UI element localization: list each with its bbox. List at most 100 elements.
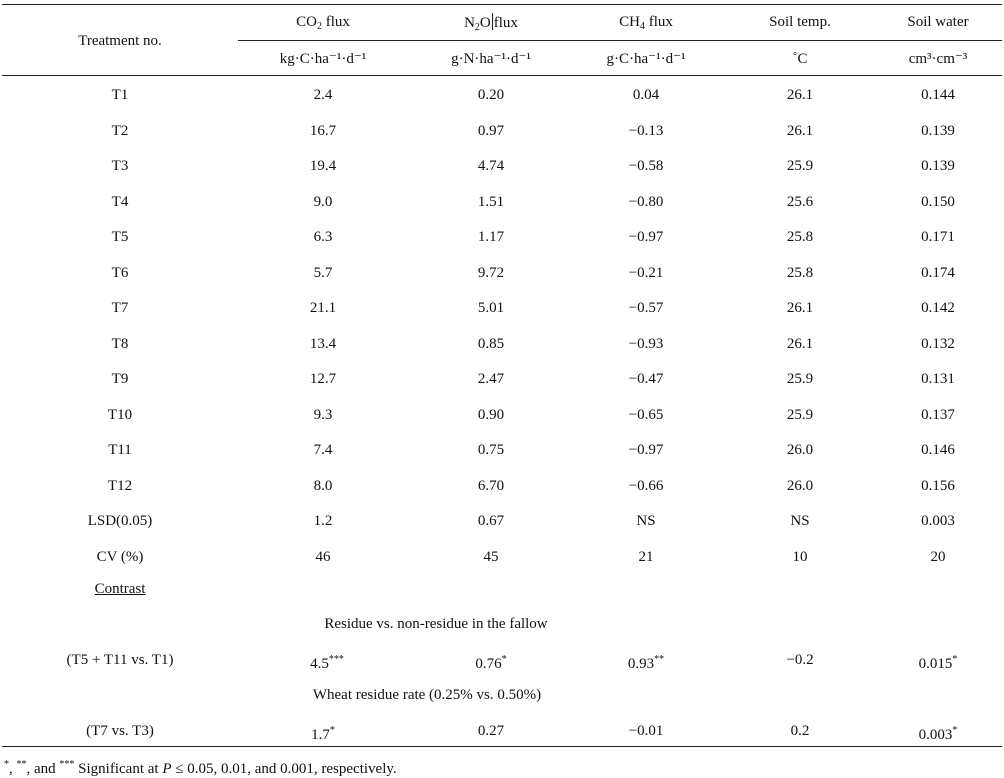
cell-soil-water: 0.137 <box>921 406 955 423</box>
header-soil-temp: Soil temp. <box>769 14 831 30</box>
cell-soil-water: 0.131 <box>921 371 955 387</box>
cell-co2-flux: 7.4 <box>313 442 333 458</box>
cell-ch4-flux: −0.93 <box>628 335 664 352</box>
cell-treatment: T12 <box>107 477 133 494</box>
cell-soil-water: 0.142 <box>921 300 955 316</box>
cell-treatment: T9 <box>111 371 129 387</box>
cell-co2-flux: 21.1 <box>309 300 337 316</box>
header-ch4-unit: g·C·ha⁻¹·d⁻¹ <box>606 51 686 67</box>
cell-co2-flux: 19.4 <box>309 158 337 174</box>
cell-n2o-flux: 4.74 <box>477 158 505 174</box>
cell-soil-water: 0.150 <box>921 193 955 210</box>
cell-treatment: T2 <box>111 122 129 139</box>
cell-soil-temp: 26.1 <box>786 335 814 352</box>
header-soil-temp-unit: ˚C <box>792 51 808 67</box>
cell-soil-water: 0.139 <box>921 122 955 139</box>
header-soil-water-unit: cm³·cm⁻³ <box>908 51 968 67</box>
contrast2-n2o: 0.27 <box>477 723 505 739</box>
cell-co2-flux: 1.2 <box>313 513 333 529</box>
contrast1-title: Residue vs. non-residue in the fallow <box>324 616 548 632</box>
cell-co2-flux: 6.3 <box>313 229 333 245</box>
cell-ch4-flux: NS <box>636 513 656 529</box>
table-footnote: *, **, and *** Significant at P ≤ 0.05, … <box>4 759 397 777</box>
cell-soil-temp: 25.8 <box>786 264 814 281</box>
contrast-label: Contrast <box>94 581 146 597</box>
cell-ch4-flux: −0.47 <box>628 371 664 387</box>
contrast1-label: (T5 + T11 vs. T1) <box>66 652 174 668</box>
cell-ch4-flux: −0.66 <box>628 477 664 494</box>
cell-soil-water: 0.146 <box>921 442 955 458</box>
cell-soil-water: 0.139 <box>921 158 955 174</box>
cell-ch4-flux: 21 <box>638 548 654 565</box>
cell-treatment: T6 <box>111 264 129 281</box>
cell-co2-flux: 16.7 <box>309 122 337 139</box>
cell-co2-flux: 46 <box>315 548 331 565</box>
cell-n2o-flux: 6.70 <box>477 477 505 494</box>
cell-co2-flux: 2.4 <box>313 87 333 103</box>
cell-n2o-flux: 2.47 <box>477 371 505 387</box>
header-n2o-flux: N2O flux <box>464 13 518 33</box>
cell-ch4-flux: 0.04 <box>632 87 660 103</box>
cell-n2o-flux: 0.97 <box>477 122 505 139</box>
cell-treatment: T11 <box>108 442 132 458</box>
contrast1-temp: −0.2 <box>786 652 814 668</box>
cell-treatment: T3 <box>111 158 129 174</box>
header-co2-unit: kg·C·ha⁻¹·d⁻¹ <box>279 51 367 67</box>
cell-soil-water: 0.003 <box>921 513 955 529</box>
bottom-rule <box>2 746 1002 747</box>
cell-treatment: CV (%) <box>96 548 144 565</box>
cell-ch4-flux: −0.65 <box>628 406 664 423</box>
cell-soil-water: 0.132 <box>921 335 955 352</box>
cell-ch4-flux: −0.80 <box>628 193 664 210</box>
header-co2-flux: CO2 flux <box>296 14 350 32</box>
cell-n2o-flux: 0.90 <box>477 406 505 423</box>
contrast1-ch4: 0.93** <box>627 654 665 672</box>
cell-ch4-flux: −0.97 <box>628 442 664 458</box>
cell-soil-temp: 25.8 <box>786 229 814 245</box>
cell-n2o-flux: 0.20 <box>477 87 505 103</box>
header-bottom-rule <box>2 75 1002 76</box>
cell-n2o-flux: 45 <box>483 548 499 565</box>
cell-co2-flux: 9.3 <box>313 406 333 423</box>
cell-n2o-flux: 0.75 <box>477 442 505 458</box>
cell-n2o-flux: 9.72 <box>477 264 505 281</box>
contrast1-water: 0.015* <box>918 654 958 672</box>
cell-soil-temp: 26.1 <box>786 122 814 139</box>
header-ch4-flux: CH4 flux <box>619 14 673 32</box>
cell-treatment: T8 <box>111 335 129 352</box>
cell-ch4-flux: −0.57 <box>628 300 664 316</box>
cell-ch4-flux: −0.97 <box>628 229 664 245</box>
cell-n2o-flux: 0.85 <box>477 335 505 352</box>
cell-n2o-flux: 1.51 <box>477 193 505 210</box>
cell-soil-temp: 26.1 <box>786 300 814 316</box>
header-subrule <box>238 40 1002 41</box>
top-rule <box>2 4 1002 5</box>
contrast2-ch4: −0.01 <box>628 723 664 739</box>
contrast1-co2: 4.5*** <box>310 654 344 672</box>
cell-soil-temp: 26.0 <box>786 442 814 458</box>
cell-co2-flux: 8.0 <box>313 477 333 494</box>
contrast1-n2o: 0.76* <box>475 654 507 672</box>
cell-soil-temp: NS <box>790 513 810 529</box>
cell-soil-water: 0.171 <box>921 229 955 245</box>
cell-soil-temp: 26.0 <box>786 477 814 494</box>
cell-treatment: T1 <box>111 87 129 103</box>
cell-co2-flux: 5.7 <box>313 264 333 281</box>
cell-treatment: T4 <box>111 193 129 210</box>
cell-soil-temp: 26.1 <box>786 87 814 103</box>
cell-co2-flux: 9.0 <box>313 193 333 210</box>
cell-n2o-flux: 5.01 <box>477 300 505 316</box>
cell-ch4-flux: −0.58 <box>628 158 664 174</box>
cell-soil-water: 0.174 <box>921 264 955 281</box>
header-treatment: Treatment no. <box>78 33 162 49</box>
cell-soil-temp: 25.9 <box>786 158 814 174</box>
cell-soil-temp: 10 <box>792 548 808 565</box>
cell-n2o-flux: 1.17 <box>477 229 505 245</box>
contrast2-title: Wheat residue rate (0.25% vs. 0.50%) <box>312 687 542 703</box>
cell-soil-water: 0.156 <box>921 477 955 494</box>
cell-treatment: LSD(0.05) <box>87 513 153 529</box>
cell-n2o-flux: 0.67 <box>477 513 505 529</box>
text-cursor <box>491 13 493 30</box>
cell-ch4-flux: −0.21 <box>628 264 664 281</box>
cell-co2-flux: 12.7 <box>309 371 337 387</box>
